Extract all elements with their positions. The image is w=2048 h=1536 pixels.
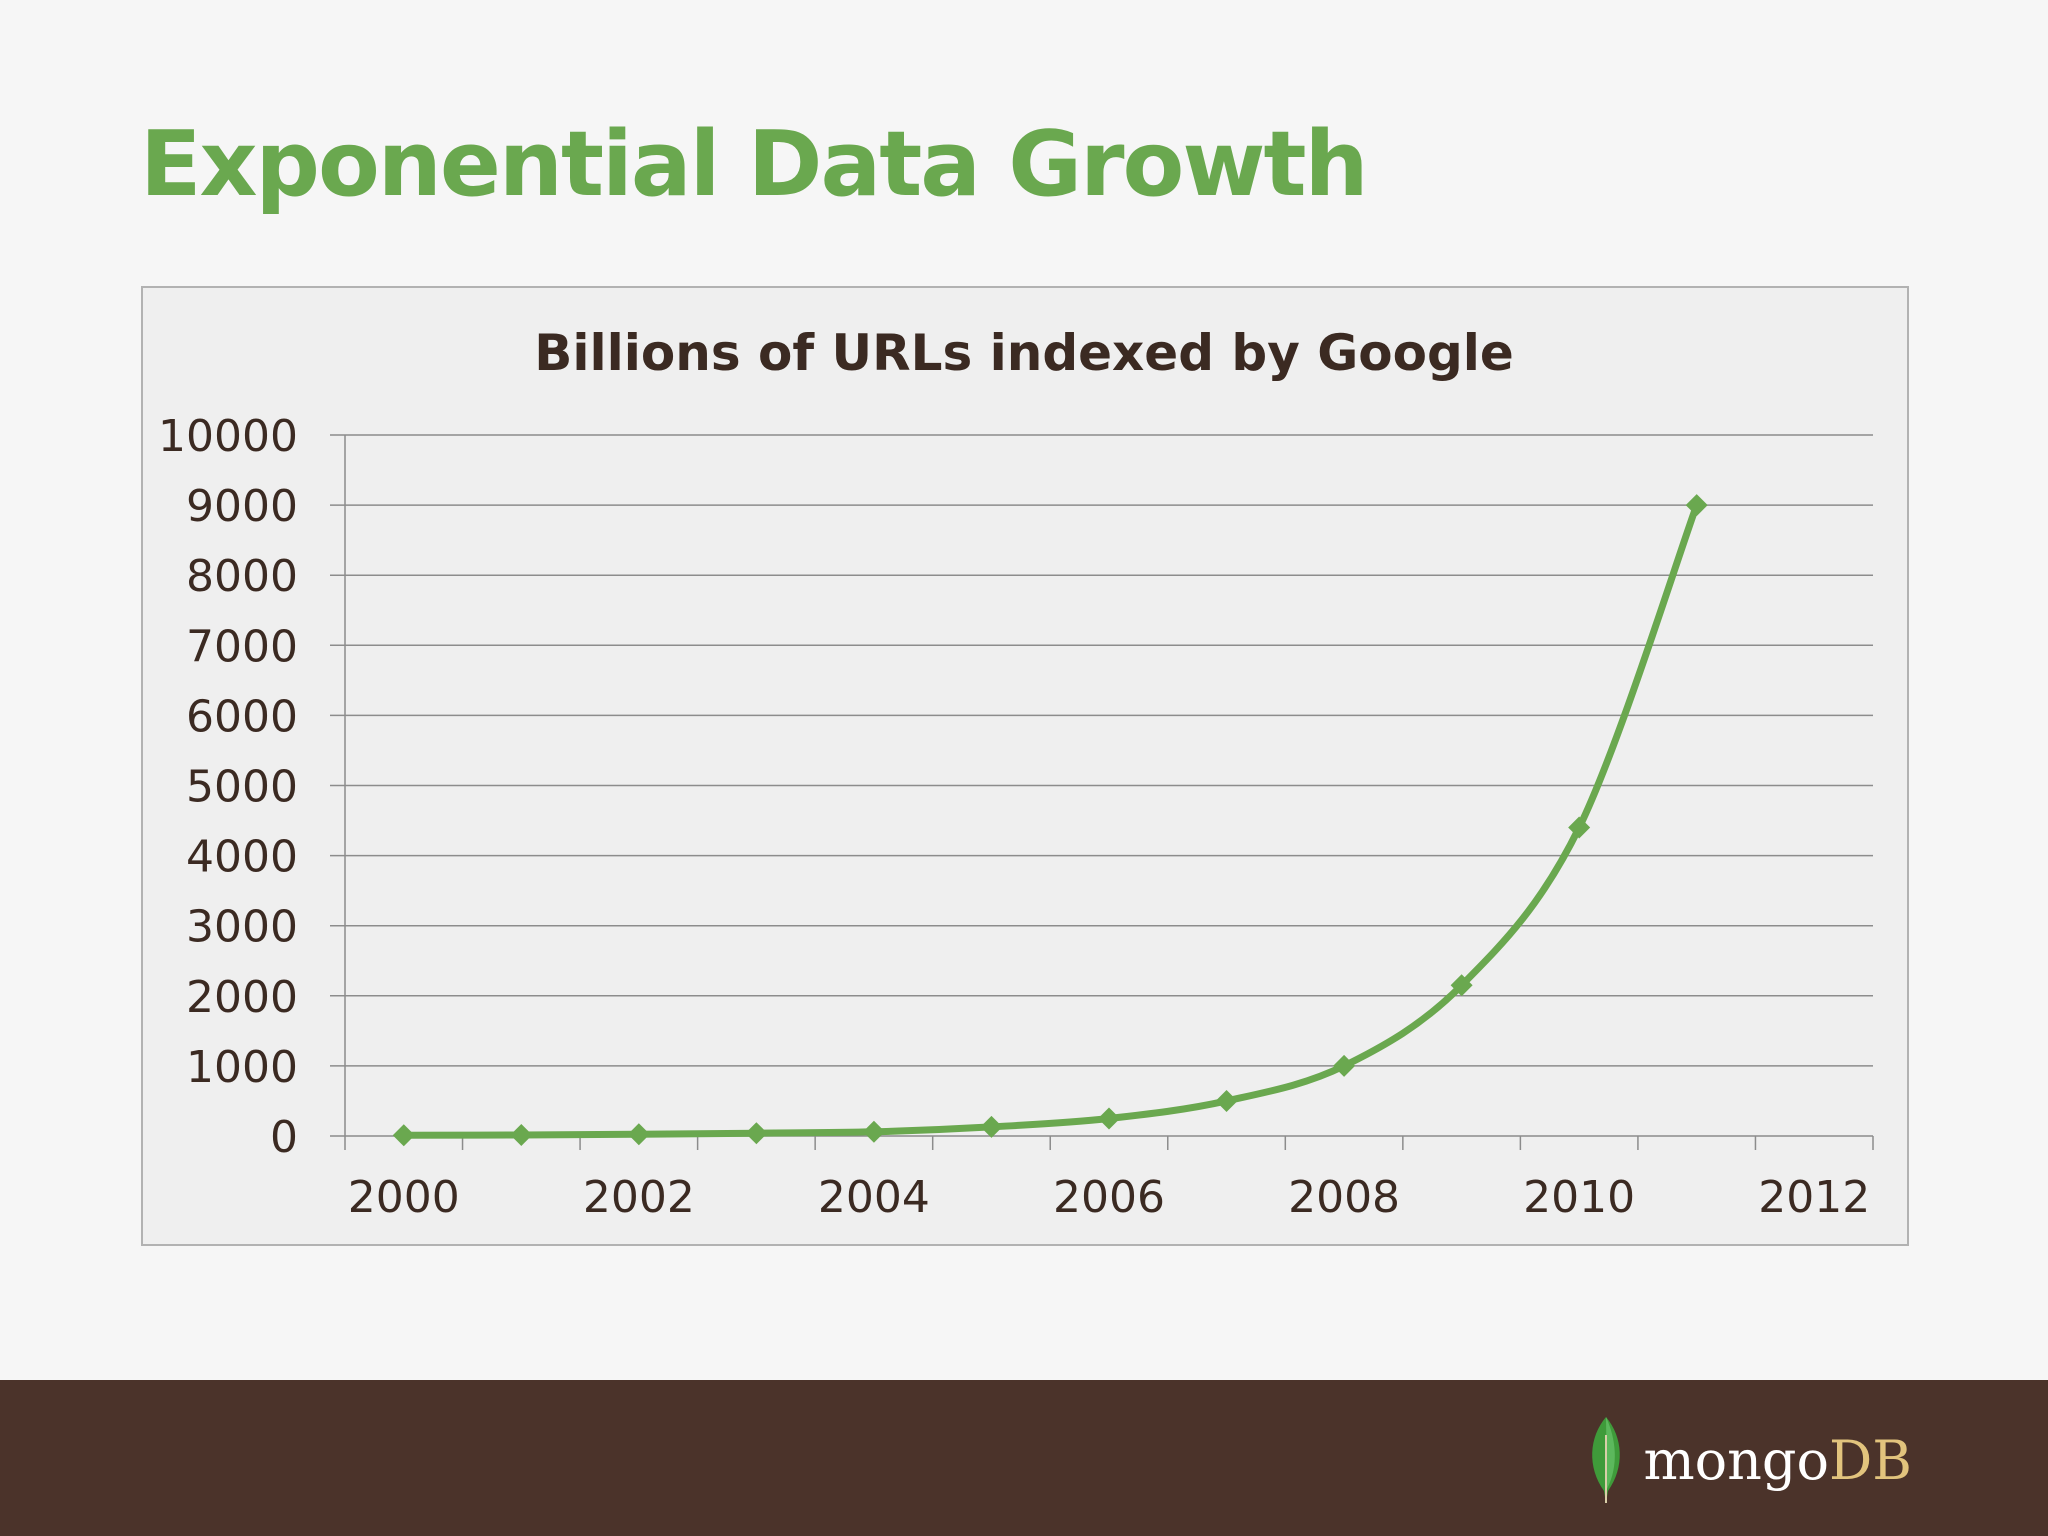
y-tick-label: 4000 [186,832,298,883]
data-point-marker [510,1123,533,1146]
y-tick-label: 6000 [186,691,298,742]
mongodb-logo[interactable]: mongoDB [1583,1410,1912,1510]
y-tick-label: 1000 [186,1042,298,1093]
x-tick-label: 2002 [583,1172,695,1223]
x-tick-label: 2012 [1758,1172,1870,1223]
chart-frame [141,286,1909,1246]
data-point-marker [1215,1089,1238,1112]
data-point-marker [627,1123,650,1146]
series-line [400,501,1701,1139]
slide-title: Exponential Data Growth [140,112,1369,217]
x-tick-label: 2008 [1288,1172,1400,1223]
logo-text-db: DB [1829,1428,1912,1492]
data-point-marker [745,1122,768,1145]
x-tick-label: 2006 [1053,1172,1165,1223]
y-tick-label: 2000 [186,972,298,1023]
leaf-icon [1592,1417,1621,1503]
logo-text-mongo: mongo [1643,1428,1830,1492]
y-tick-label: 10000 [158,411,298,462]
data-point-marker [980,1115,1003,1138]
y-tick-label: 8000 [186,551,298,602]
chart-title: Billions of URLs indexed by Google [534,324,1514,382]
y-tick-label: 9000 [186,481,298,532]
x-tick-label: 2010 [1523,1172,1635,1223]
y-tick-label: 7000 [186,621,298,672]
data-point-marker [1450,974,1473,997]
data-point-marker [1333,1054,1356,1077]
data-point-marker [1568,816,1591,839]
data-point-marker [1685,494,1708,517]
logo-text: mongoDB [1643,1429,1912,1492]
footer-bar: mongoDB [0,1380,2048,1536]
data-point-marker [862,1120,885,1143]
y-tick-label: 0 [270,1112,298,1163]
y-tick-label: 3000 [186,902,298,953]
x-tick-label: 2004 [818,1172,930,1223]
y-tick-label: 5000 [186,762,298,813]
data-point-marker [1098,1107,1120,1130]
data-point-marker [392,1124,415,1147]
x-tick-label: 2000 [348,1172,460,1223]
